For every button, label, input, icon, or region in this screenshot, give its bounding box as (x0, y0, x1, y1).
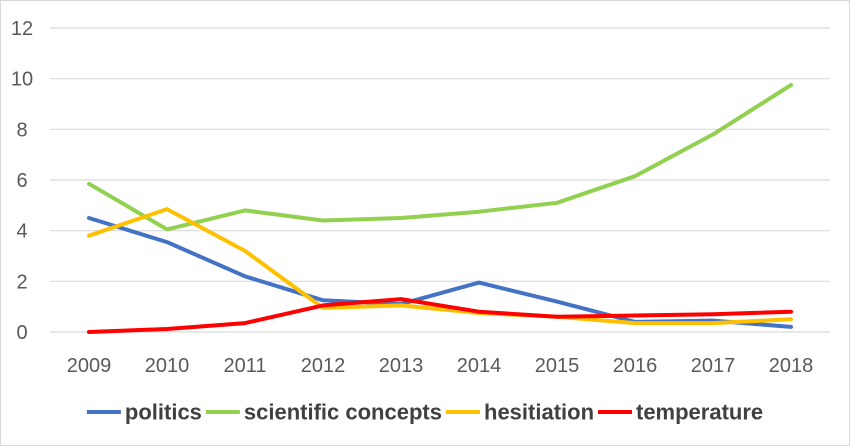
legend-label: politics (125, 400, 202, 425)
y-tick-label: 8 (16, 119, 27, 141)
y-axis-ticks: 0 2 4 6 8 10 12 (11, 18, 33, 344)
series-line-hesitiation (87, 207, 793, 326)
series-line-temperature (87, 297, 793, 334)
legend-label: scientific concepts (244, 400, 442, 425)
legend-item: politics (86, 400, 202, 425)
x-tick-label: 2010 (145, 355, 190, 377)
series-lines (87, 83, 793, 334)
legend-label: temperature (636, 400, 763, 425)
x-axis-ticks: 2009 2010 2011 2012 2013 2014 2015 2016 2017 2018 (67, 355, 814, 377)
series-line-scientific-concepts (87, 83, 793, 232)
x-tick-label: 2015 (535, 355, 580, 377)
legend: politics scientific concepts hesitiation te… (86, 400, 763, 425)
x-tick-label: 2012 (301, 355, 346, 377)
legend-item: hesitiation (446, 400, 594, 425)
legend-item: scientific concepts (205, 400, 442, 425)
x-tick-label: 2017 (691, 355, 736, 377)
x-tick-label: 2009 (67, 355, 112, 377)
y-tick-label: 4 (16, 221, 27, 243)
x-tick-label: 2018 (769, 355, 814, 377)
y-tick-label: 6 (16, 170, 27, 192)
y-tick-label: 12 (11, 18, 33, 40)
x-tick-label: 2014 (457, 355, 502, 377)
x-tick-label: 2011 (223, 355, 266, 377)
y-tick-label: 2 (16, 271, 27, 293)
x-tick-label: 2013 (379, 355, 424, 377)
legend-label: hesitiation (484, 400, 594, 425)
y-tick-label: 10 (11, 69, 33, 91)
x-tick-label: 2016 (613, 355, 658, 377)
y-tick-label: 0 (16, 322, 27, 344)
gridlines (50, 27, 830, 333)
legend-item: temperature (598, 400, 763, 425)
